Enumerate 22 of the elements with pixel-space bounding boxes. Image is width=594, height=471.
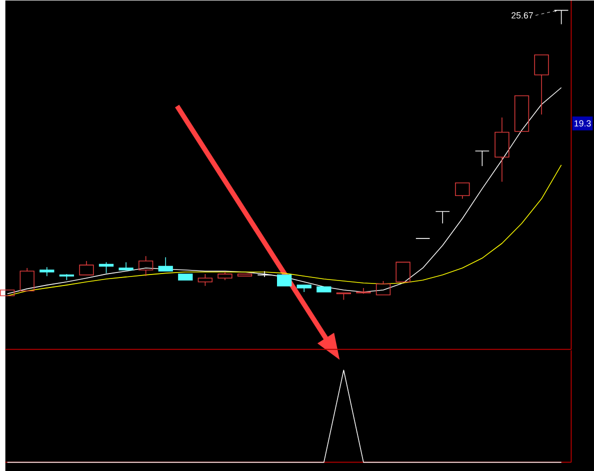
candlestick <box>237 274 252 276</box>
candlestick <box>316 286 332 292</box>
annotation: 25.67 <box>512 12 533 18</box>
candlestick <box>0 289 15 296</box>
candlestick <box>40 266 54 276</box>
candlestick <box>494 116 510 182</box>
text: 19.3 <box>574 120 591 126</box>
candlestick <box>435 211 450 224</box>
candlestick <box>20 267 34 292</box>
candlestick <box>257 270 272 278</box>
candlestick <box>396 262 410 282</box>
candlestick <box>474 150 490 166</box>
candlestick <box>178 274 193 280</box>
candlestick <box>277 274 292 286</box>
candlestick <box>514 95 530 132</box>
candlestick <box>455 182 470 200</box>
candlestick <box>218 272 232 280</box>
candlestick <box>118 262 134 270</box>
candlestick <box>158 256 173 272</box>
candlestick <box>534 54 549 115</box>
candlestick <box>296 284 312 292</box>
candlestick <box>79 260 94 276</box>
